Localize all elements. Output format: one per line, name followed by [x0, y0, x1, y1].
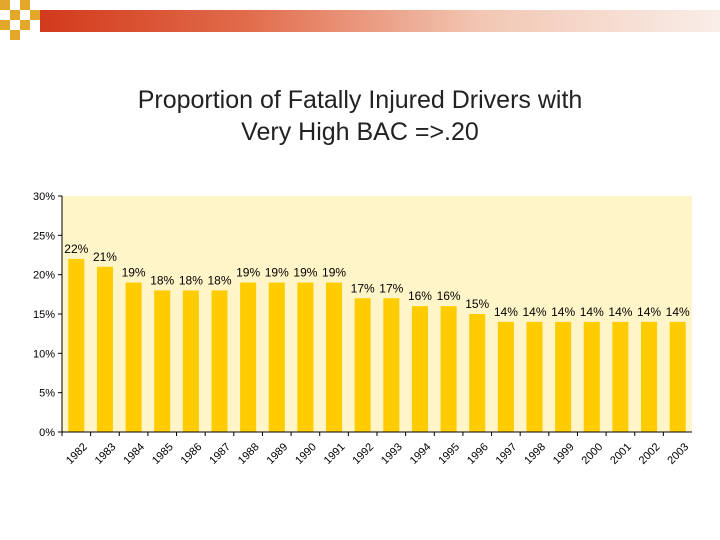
header-gradient-band — [40, 10, 720, 32]
accent-square — [10, 10, 20, 20]
bar-2003 — [669, 321, 686, 432]
bar-1994 — [411, 306, 428, 432]
x-axis-labels: 1982 1983 1984 1985 1986 1987 1988 1989 1990 1991… — [61, 432, 691, 467]
y-tick-label: 10% — [33, 348, 55, 360]
bar-1985 — [154, 290, 171, 432]
bar-1983 — [96, 266, 113, 432]
accent-square — [0, 0, 10, 10]
x-tick-label: 1993 — [379, 441, 405, 467]
y-tick-label: 5% — [39, 388, 55, 400]
data-label: 14% — [522, 305, 546, 319]
x-tick-label: 2002 — [637, 441, 663, 467]
data-label: 17% — [379, 281, 403, 295]
data-label: 18% — [150, 273, 174, 287]
bar-1991 — [326, 282, 343, 432]
bar-1998 — [526, 321, 543, 432]
y-tick-label: 15% — [33, 309, 55, 321]
data-label: 22% — [64, 242, 88, 256]
x-tick-label: 1985 — [150, 441, 176, 467]
x-tick-label: 1992 — [350, 441, 376, 467]
x-tick-label: 1994 — [408, 441, 434, 467]
bar-1997 — [497, 321, 514, 432]
x-tick-label: 1982 — [64, 441, 90, 467]
bar-2001 — [612, 321, 629, 432]
y-tick-label: 0% — [39, 427, 55, 439]
data-label: 16% — [408, 289, 432, 303]
data-label: 17% — [351, 281, 375, 295]
x-tick-label: 1996 — [465, 441, 491, 467]
data-label: 14% — [666, 305, 690, 319]
y-axis-ticks: 0% 5% 10% 15% 20% 25% 30% — [33, 191, 62, 439]
data-label: 21% — [93, 250, 117, 264]
x-tick-label: 1989 — [265, 441, 291, 467]
x-tick-label: 1986 — [179, 441, 205, 467]
bar-1995 — [440, 306, 457, 432]
accent-square — [0, 20, 10, 30]
data-label: 14% — [551, 305, 575, 319]
bar-1992 — [354, 298, 371, 432]
accent-square — [10, 30, 20, 40]
data-label: 19% — [322, 266, 346, 280]
bar-1982 — [68, 258, 85, 432]
y-tick-label: 25% — [33, 230, 55, 242]
x-tick-label: 1995 — [436, 441, 462, 467]
data-label: 19% — [122, 266, 146, 280]
x-tick-label: 1999 — [551, 441, 577, 467]
bar-1999 — [555, 321, 572, 432]
data-label: 19% — [236, 266, 260, 280]
accent-square — [30, 10, 40, 20]
bar-1987 — [211, 290, 228, 432]
data-label: 19% — [265, 266, 289, 280]
bar-chart: 0% 5% 10% 15% 20% 25% 30% 22% 21% 19% 18% 18% 18% 19… — [33, 191, 692, 467]
x-tick-label: 1983 — [93, 441, 119, 467]
data-label: 16% — [437, 289, 461, 303]
data-label: 18% — [179, 273, 203, 287]
bar-1984 — [125, 282, 142, 432]
bar-2000 — [583, 321, 600, 432]
bar-2002 — [641, 321, 658, 432]
x-tick-label: 1997 — [494, 441, 520, 467]
bar-1989 — [268, 282, 285, 432]
bars — [68, 258, 686, 432]
y-tick-label: 20% — [33, 270, 55, 282]
accent-square — [20, 0, 30, 10]
bar-1993 — [383, 298, 400, 432]
data-label: 14% — [580, 305, 604, 319]
x-tick-label: 1987 — [207, 441, 233, 467]
data-label: 14% — [608, 305, 632, 319]
data-labels: 22% 21% 19% 18% 18% 18% 19% 19% 19% 19% 17% 17% 16% 1… — [64, 242, 690, 319]
x-tick-label: 1988 — [236, 441, 262, 467]
x-tick-label: 1991 — [322, 441, 348, 467]
accent-square — [20, 20, 30, 30]
y-tick-label: 30% — [33, 191, 55, 203]
data-label: 19% — [293, 266, 317, 280]
x-tick-label: 2003 — [665, 441, 691, 467]
x-tick-label: 2000 — [580, 441, 606, 467]
slide-title-line-1: Proportion of Fatally Injured Drivers wi… — [137, 86, 583, 114]
bar-1990 — [297, 282, 314, 432]
header-decoration — [0, 0, 720, 40]
data-label: 18% — [207, 273, 231, 287]
slide-title: Proportion of Fatally Injured Drivers wi… — [0, 84, 720, 148]
x-tick-label: 1984 — [121, 441, 147, 467]
x-tick-label: 1990 — [293, 441, 319, 467]
bar-1988 — [240, 282, 257, 432]
x-tick-label: 1998 — [522, 441, 548, 467]
bar-1986 — [182, 290, 199, 432]
bar-1996 — [469, 314, 486, 432]
data-label: 15% — [465, 297, 489, 311]
data-label: 14% — [494, 305, 518, 319]
data-label: 14% — [637, 305, 661, 319]
x-tick-label: 2001 — [608, 441, 634, 467]
slide-title-line-2: Very High BAC =>.20 — [241, 118, 479, 146]
